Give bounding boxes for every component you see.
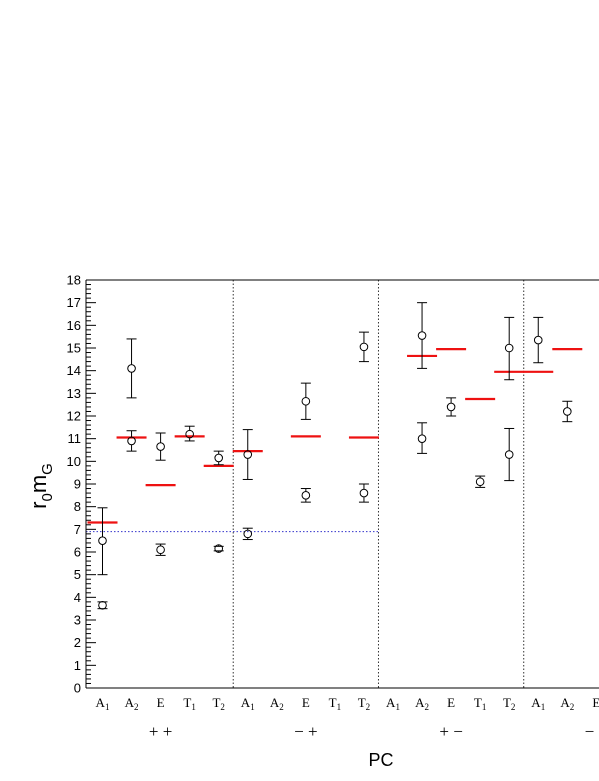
y-axis-title-r: r (26, 502, 51, 509)
data-point-marker (301, 396, 311, 406)
group-separators (232, 280, 525, 688)
data-point-marker (533, 335, 543, 345)
y-tick-label: 10 (67, 454, 81, 469)
y-tick-label: 9 (74, 477, 81, 492)
x-group-label: − − (585, 722, 599, 741)
x-channel-label: T2 (212, 695, 224, 712)
x-channel-label: A2 (560, 695, 574, 712)
data-point-marker (417, 434, 427, 443)
x-group-label: + + (149, 722, 172, 741)
x-channel-label: E (447, 695, 455, 710)
y-tick-label: 13 (67, 386, 81, 401)
data-point-marker (359, 488, 369, 498)
data-point-marker (214, 544, 223, 553)
y-axis-title: r0mG (26, 463, 56, 509)
data-point-marker (243, 450, 253, 459)
x-channel-label: E (592, 695, 599, 710)
y-tick-label: 18 (67, 273, 81, 288)
data-point-marker (359, 342, 369, 352)
x-group-label: − + (294, 722, 317, 741)
x-channel-label: T1 (329, 695, 341, 712)
x-channel-label: T1 (183, 695, 195, 712)
y-axis-title-subG: G (39, 463, 56, 475)
x-channel-label: A1 (241, 695, 255, 712)
x-channel-label: A2 (415, 695, 429, 712)
data-point-marker (504, 343, 514, 353)
x-axis-group-labels: + + − + + − − − (149, 722, 599, 741)
x-channel-label: T2 (503, 695, 515, 712)
data-points-layer (97, 302, 573, 610)
data-point-marker (127, 436, 136, 446)
data-point-marker (214, 453, 223, 463)
y-tick-label: 0 (74, 681, 81, 696)
x-channel-label: E (157, 695, 165, 710)
x-channel-label: A1 (531, 695, 545, 712)
data-point-marker (156, 442, 165, 451)
data-point-marker (156, 545, 165, 555)
data-point-marker (243, 529, 253, 539)
x-axis-title: PC (368, 750, 393, 770)
y-tick-label: 12 (67, 409, 81, 424)
y-tick-label: 16 (67, 318, 81, 333)
data-point-marker (504, 450, 514, 459)
y-tick-label: 17 (67, 295, 81, 310)
data-point-marker (127, 364, 136, 373)
y-tick-label: 8 (74, 499, 81, 514)
data-point-marker (301, 491, 311, 500)
data-point-marker (475, 477, 485, 487)
x-axis-channel-labels: A1 A2 E T1 T2 A1 A2 E T1 T2 A1 A2 E T1 T2 A1 A2 E (96, 695, 599, 712)
y-tick-label: 3 (74, 613, 81, 628)
model-lines-layer (87, 348, 583, 524)
data-point-marker (98, 536, 107, 545)
x-group-label: + − (439, 722, 462, 741)
data-point-marker (185, 429, 194, 439)
y-tick-label: 5 (74, 567, 81, 582)
y-tick-label: 15 (67, 341, 81, 356)
x-channel-label: E (302, 695, 310, 710)
y-axis-title-sub0: 0 (39, 493, 56, 501)
x-channel-label: A1 (386, 695, 400, 712)
x-channel-label: A2 (270, 695, 284, 712)
x-channel-label: T1 (474, 695, 486, 712)
y-tick-label: 11 (68, 431, 82, 446)
data-point-marker (417, 331, 427, 340)
y-tick-label: 6 (74, 545, 81, 560)
plot-frame (85, 279, 599, 689)
x-channel-label: A2 (125, 695, 139, 712)
x-channel-label: A1 (96, 695, 110, 712)
y-tick-label: 4 (74, 590, 81, 605)
data-point-marker (563, 407, 572, 416)
y-tick-label: 7 (74, 522, 81, 537)
y-tick-label: 2 (74, 635, 81, 650)
data-point-marker (98, 600, 107, 610)
x-channel-label: T2 (358, 695, 370, 712)
y-tick-label: 14 (67, 363, 81, 378)
y-tick-label: 1 (74, 658, 81, 673)
y-axis-title-m: m (26, 475, 51, 493)
data-point-marker (446, 402, 456, 412)
